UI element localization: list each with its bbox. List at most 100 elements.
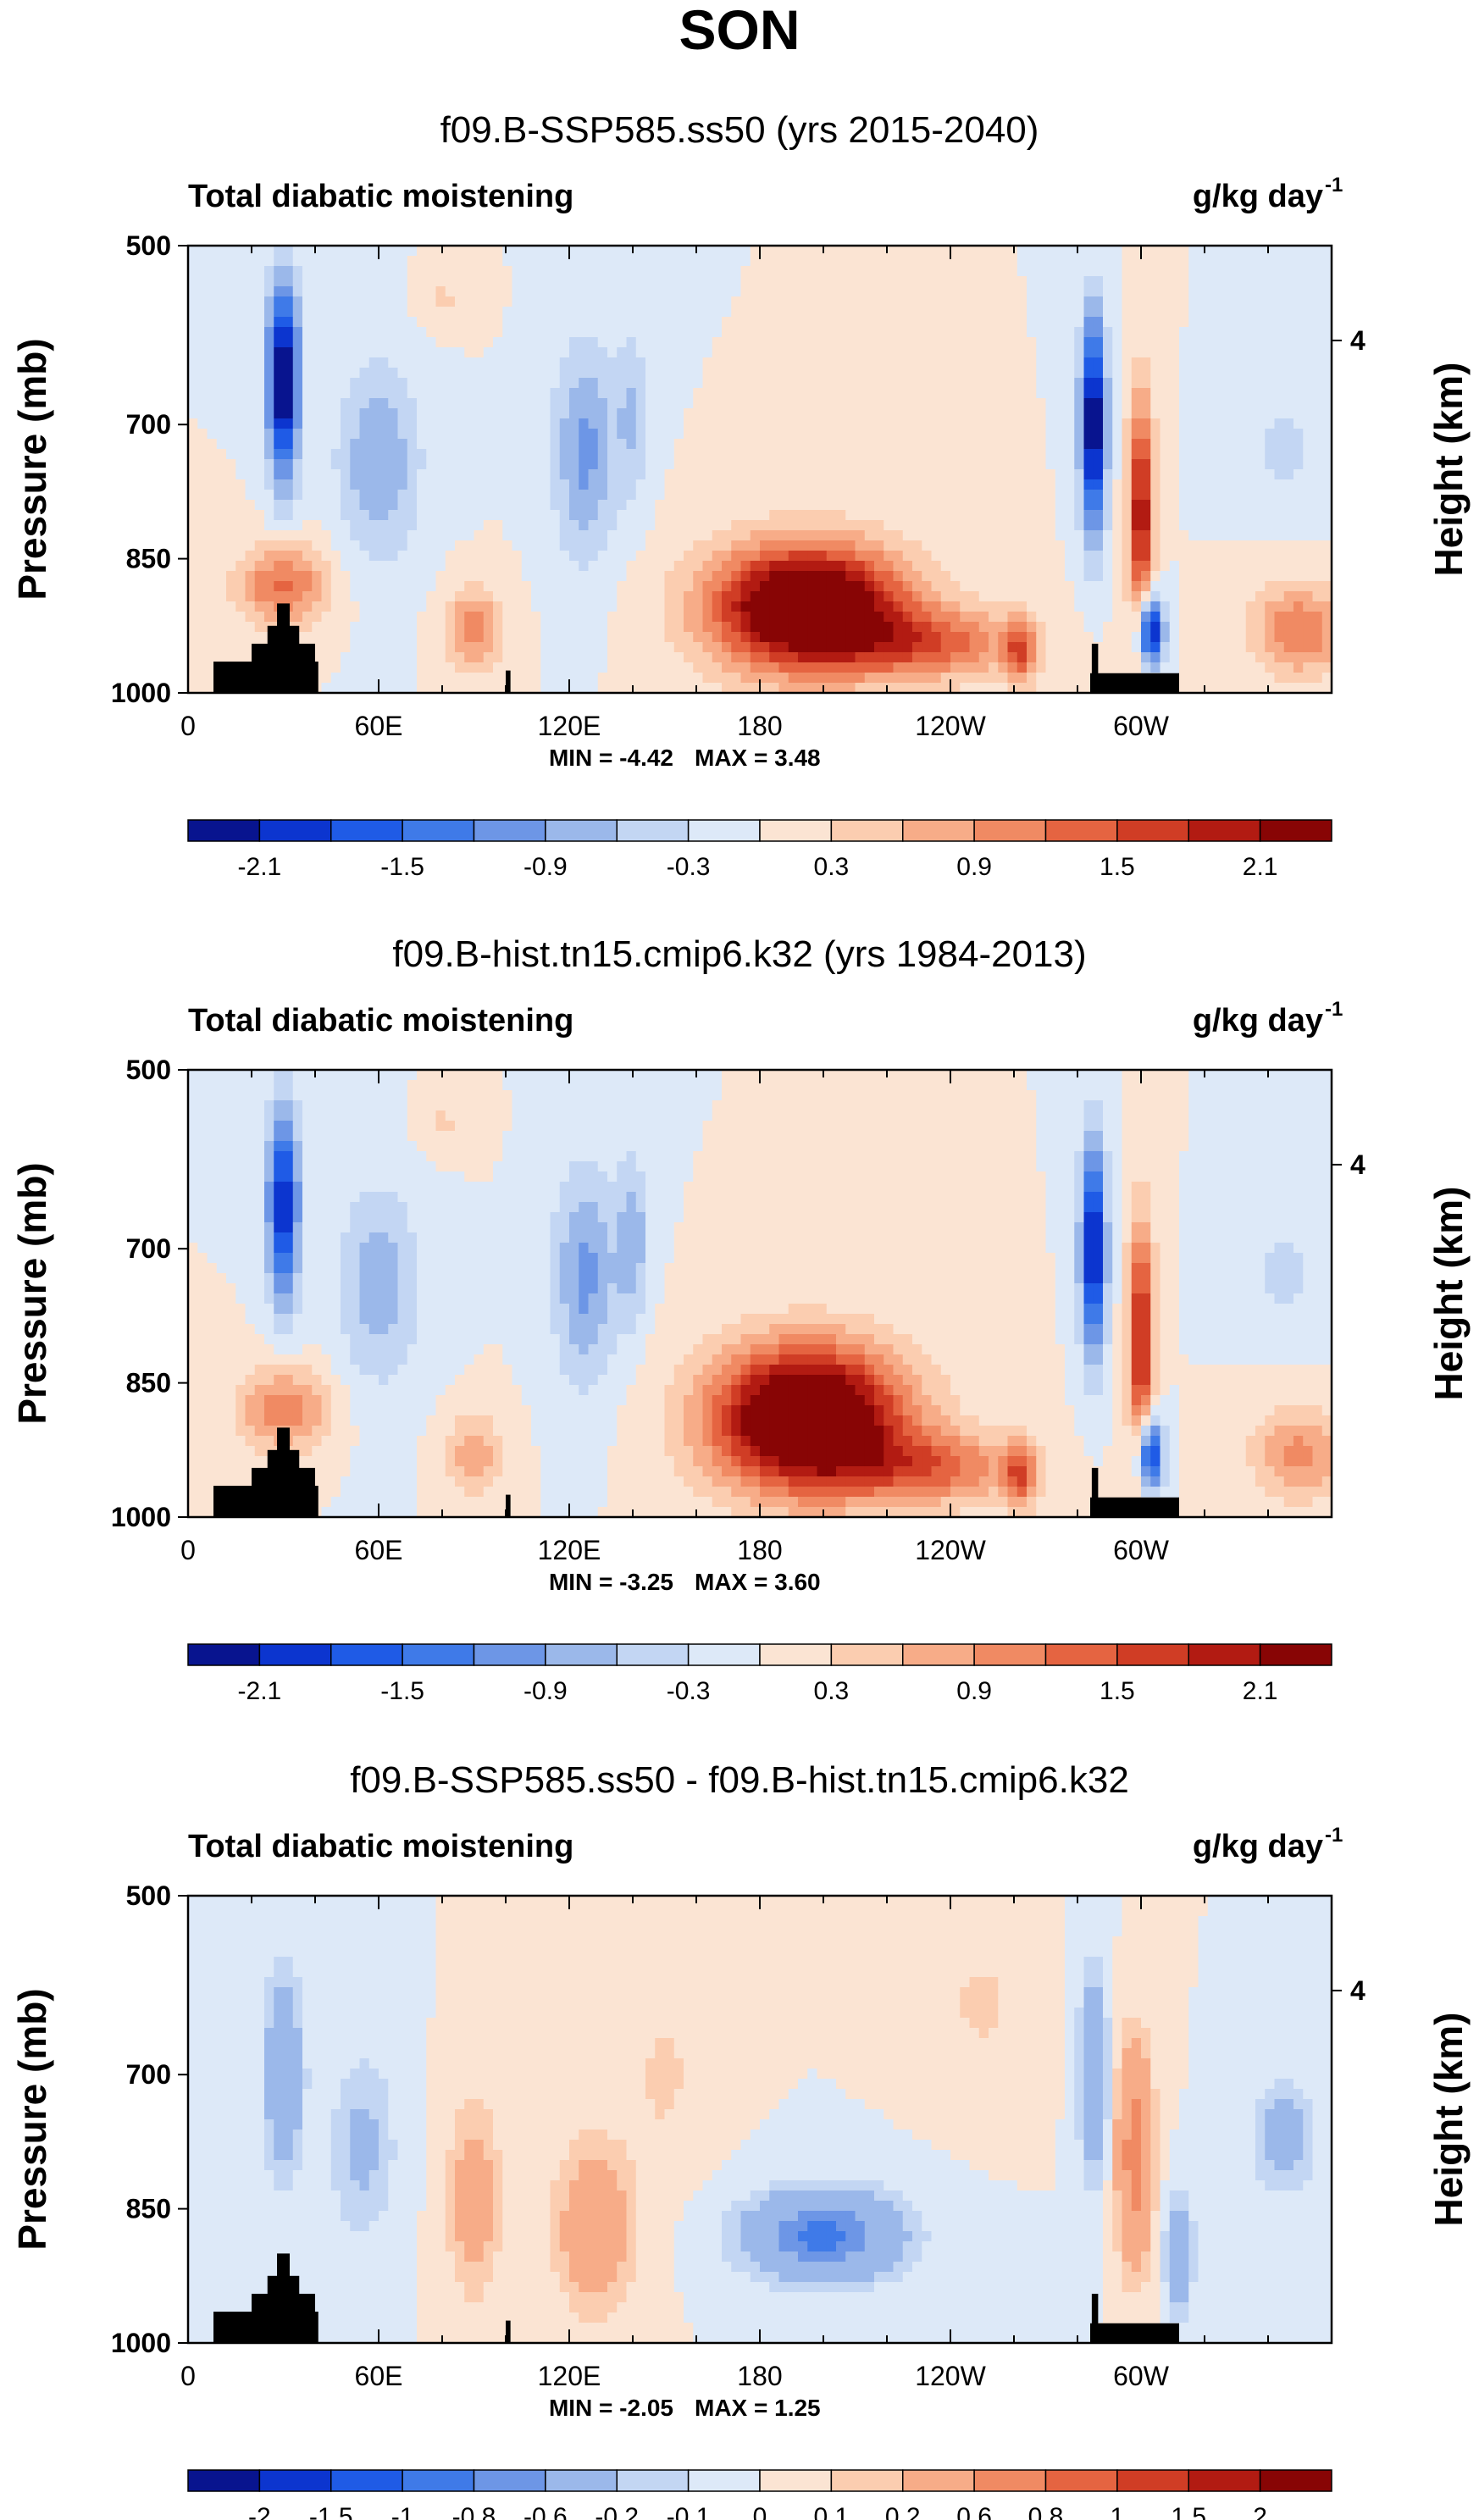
heatmap-cell [1074,439,1085,450]
heatmap-cell [635,632,646,643]
heatmap-cell [588,317,599,328]
heatmap-cell [1198,612,1209,623]
heatmap-cell [1179,296,1189,307]
heatmap-cell [807,479,818,490]
heatmap-cell [960,327,971,338]
heatmap-cell [1074,612,1085,623]
heatmap-cell [502,571,513,582]
heatmap-cell [483,327,494,338]
heatmap-cell [502,510,513,521]
heatmap-cell [379,652,389,663]
heatmap-cell [350,429,361,440]
heatmap-cell [359,571,370,582]
heatmap-cell [817,551,828,562]
heatmap-cell [540,246,551,257]
heatmap-cell [597,530,608,541]
heatmap-cell [684,459,694,470]
heatmap-cell [1207,479,1218,490]
heatmap-cell [1303,378,1314,389]
heatmap-cell [874,378,884,389]
heatmap-cell [731,378,742,389]
heatmap-cell [1065,398,1075,409]
heatmap-cell [740,327,751,338]
heatmap-cell [379,662,389,673]
heatmap-cell [950,276,961,287]
heatmap-cell [1227,479,1238,490]
heatmap-cell [483,500,494,511]
heatmap-cell [1274,398,1285,409]
heatmap-cell [960,561,971,572]
heatmap-cell [940,378,951,389]
heatmap-cell [254,591,265,602]
heatmap-cell [864,540,875,551]
heatmap-cell [617,368,628,379]
heatmap-cell [264,469,274,480]
heatmap-cell [368,296,379,307]
heatmap-cell [207,520,218,531]
heatmap-cell [1141,286,1151,297]
heatmap-cell [626,398,637,409]
heatmap-cell [435,551,446,562]
heatmap-cell [226,246,236,257]
heatmap-cell [607,500,618,511]
heatmap-cell [417,418,427,429]
heatmap-cell [407,246,418,257]
heatmap-cell [435,276,446,287]
heatmap-cell [673,469,684,480]
heatmap-cell [960,307,971,318]
heatmap-cell [1093,591,1104,602]
heatmap-cell [1027,591,1037,602]
heatmap-cell [989,540,999,551]
heatmap-cell [1160,601,1171,612]
heatmap-cell [569,246,579,257]
heatmap-cell [950,266,961,277]
heatmap-cell [617,530,628,541]
heatmap-cell [207,581,218,592]
heatmap-cell [750,459,761,470]
heatmap-cell [197,368,208,379]
heatmap-cell [464,601,475,612]
heatmap-cell [1207,469,1218,480]
heatmap-cell [826,246,837,257]
heatmap-cell [1150,459,1161,470]
heatmap-cell [464,642,475,653]
heatmap-cell [1027,378,1037,389]
heatmap-cell [283,357,294,368]
heatmap-cell [426,388,437,399]
heatmap-cell [626,662,637,673]
heatmap-cell [197,266,208,277]
heatmap-cell [684,256,694,267]
heatmap-cell [435,652,446,663]
heatmap-cell [341,581,351,592]
heatmap-cell [188,337,198,348]
heatmap-cell [235,632,246,643]
heatmap-cell [1150,551,1161,562]
heatmap-cell [617,551,628,562]
heatmap-cell [207,591,218,602]
heatmap-cell [902,500,913,511]
heatmap-cell [292,530,303,541]
heatmap-cell [445,256,456,267]
heatmap-cell [540,540,551,551]
heatmap-cell [455,388,465,399]
heatmap-cell [540,439,551,450]
heatmap-cell [1227,520,1238,531]
heatmap-cell [379,642,389,653]
heatmap-cell [1093,368,1104,379]
heatmap-cell [1036,540,1047,551]
heatmap-cell [197,347,208,358]
heatmap-cell [978,296,989,307]
heatmap-cell [216,296,227,307]
heatmap-cell [922,479,933,490]
heatmap-cell [1150,612,1161,623]
heatmap-cell [864,337,875,348]
heatmap-cell [216,520,227,531]
heatmap-cell [817,276,828,287]
heatmap-cell [312,327,323,338]
heatmap-cell [464,418,475,429]
heatmap-cell [817,520,828,531]
heatmap-cell [350,490,361,501]
heatmap-cell [1141,469,1151,480]
heatmap-cell [864,469,875,480]
heatmap-cell [283,561,294,572]
